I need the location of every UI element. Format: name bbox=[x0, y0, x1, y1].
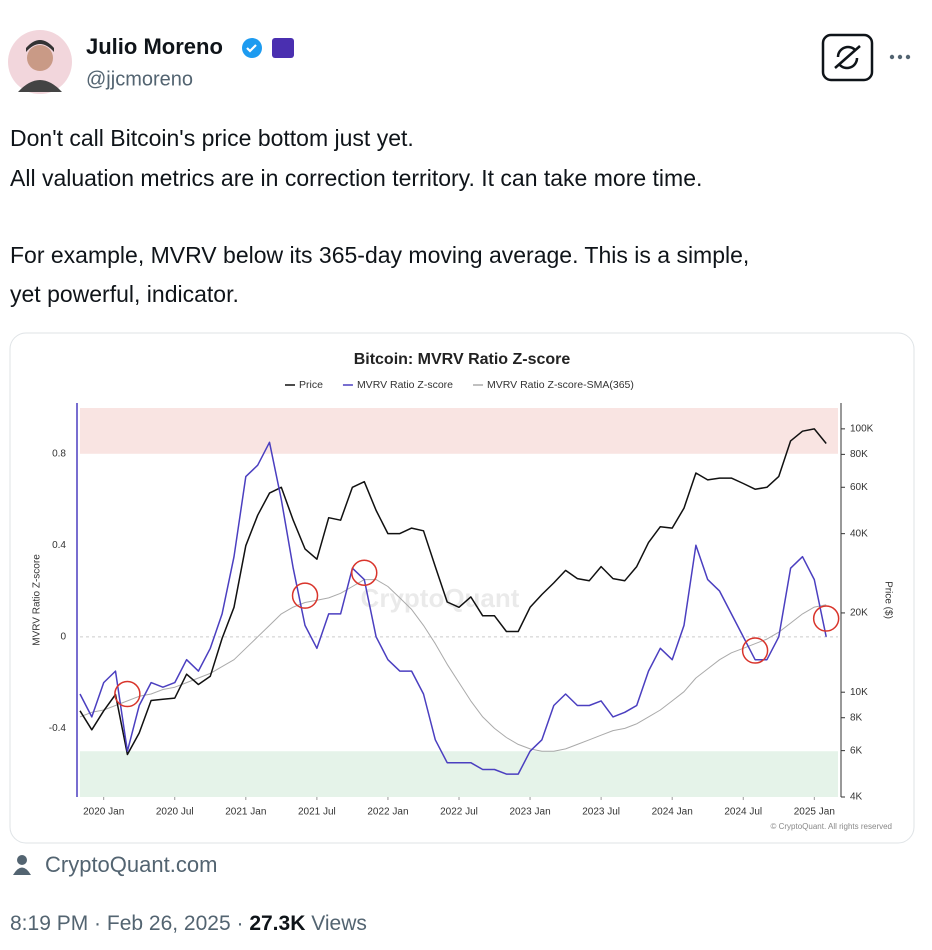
highlight-circle bbox=[741, 637, 769, 664]
legend-label: MVRV Ratio Z-score bbox=[357, 379, 453, 391]
band bbox=[80, 408, 838, 454]
legend-label: MVRV Ratio Z-score-SMA(365) bbox=[487, 379, 634, 391]
tweet-text: Don't call Bitcoin's price bottom just y… bbox=[10, 125, 414, 151]
copyright: © CryptoQuant. All rights reserved bbox=[771, 822, 893, 831]
tweet-meta: 8:19 PM · Feb 26, 2025 · 27.3K Views bbox=[10, 912, 367, 935]
author-handle[interactable]: @jjcmoreno bbox=[86, 68, 193, 90]
highlight-circle bbox=[114, 680, 141, 708]
x-tick-label: 2025 Jan bbox=[794, 807, 835, 818]
y2-tick-label: 100K bbox=[850, 423, 874, 434]
media-card[interactable] bbox=[9, 332, 915, 844]
avatar-body bbox=[18, 80, 62, 92]
series-line bbox=[79, 579, 827, 752]
highlight-circle bbox=[351, 559, 378, 587]
series-line bbox=[79, 428, 827, 756]
y2-tick-label: 8K bbox=[850, 712, 863, 723]
y2-tick-label: 6K bbox=[850, 745, 863, 756]
y-tick-label: -0.4 bbox=[49, 723, 67, 734]
x-tick-label: 2021 Jan bbox=[225, 807, 266, 818]
views-label: Views bbox=[311, 912, 367, 935]
views-count: 27.3K bbox=[249, 912, 305, 935]
avatar-face bbox=[27, 45, 53, 71]
y-tick-label: 0.8 bbox=[52, 448, 66, 459]
y2-tick-label: 20K bbox=[850, 608, 868, 619]
timestamp[interactable]: 8:19 PM · Feb 26, 2025 bbox=[10, 912, 231, 935]
verified-check bbox=[246, 44, 257, 53]
highlight-circle bbox=[291, 582, 319, 609]
y-axis-title: MVRV Ratio Z-score bbox=[32, 554, 43, 646]
highlight-circle bbox=[812, 605, 840, 632]
grok-icon bbox=[834, 45, 861, 70]
x-tick-label: 2023 Jan bbox=[509, 807, 550, 818]
y2-tick-label: 80K bbox=[850, 449, 868, 460]
x-tick-label: 2023 Jul bbox=[582, 807, 620, 818]
x-tick-label: 2022 Jan bbox=[367, 807, 408, 818]
affiliate-badge bbox=[272, 38, 294, 58]
x-tick-label: 2021 Jul bbox=[298, 807, 336, 818]
chart-title: Bitcoin: MVRV Ratio Z-score bbox=[354, 351, 571, 368]
x-tick-label: 2020 Jan bbox=[83, 807, 124, 818]
tweet-text: For example, MVRV below its 365-day movi… bbox=[10, 242, 749, 268]
separator: · bbox=[236, 912, 243, 935]
x-tick-label: 2024 Jul bbox=[724, 807, 762, 818]
chart: Bitcoin: MVRV Ratio Z-score CryptoQuant -0… bbox=[32, 351, 894, 831]
y-tick-label: 0 bbox=[60, 631, 66, 642]
band bbox=[80, 751, 838, 797]
x-tick-label: 2024 Jan bbox=[652, 807, 693, 818]
source-link[interactable]: CryptoQuant.com bbox=[45, 852, 217, 877]
tweet-text: All valuation metrics are in correction … bbox=[10, 165, 702, 191]
watermark: CryptoQuant bbox=[361, 583, 520, 613]
y2-axis-title: Price ($) bbox=[882, 581, 893, 619]
y-tick-label: 0.4 bbox=[52, 540, 66, 551]
avatar-cap bbox=[26, 40, 54, 52]
author-name[interactable]: Julio Moreno bbox=[86, 34, 223, 59]
legend-label: Price bbox=[299, 379, 323, 391]
x-tick-label: 2020 Jul bbox=[156, 807, 194, 818]
more-menu[interactable] bbox=[889, 54, 911, 60]
y2-tick-label: 4K bbox=[850, 792, 863, 803]
y2-tick-label: 60K bbox=[850, 482, 868, 493]
series-line bbox=[79, 441, 827, 775]
tweet-text: yet powerful, indicator. bbox=[10, 281, 239, 307]
person-icon bbox=[13, 855, 31, 875]
y2-tick-label: 40K bbox=[850, 528, 868, 539]
y2-tick-label: 10K bbox=[850, 687, 868, 698]
x-tick-label: 2022 Jul bbox=[440, 807, 478, 818]
